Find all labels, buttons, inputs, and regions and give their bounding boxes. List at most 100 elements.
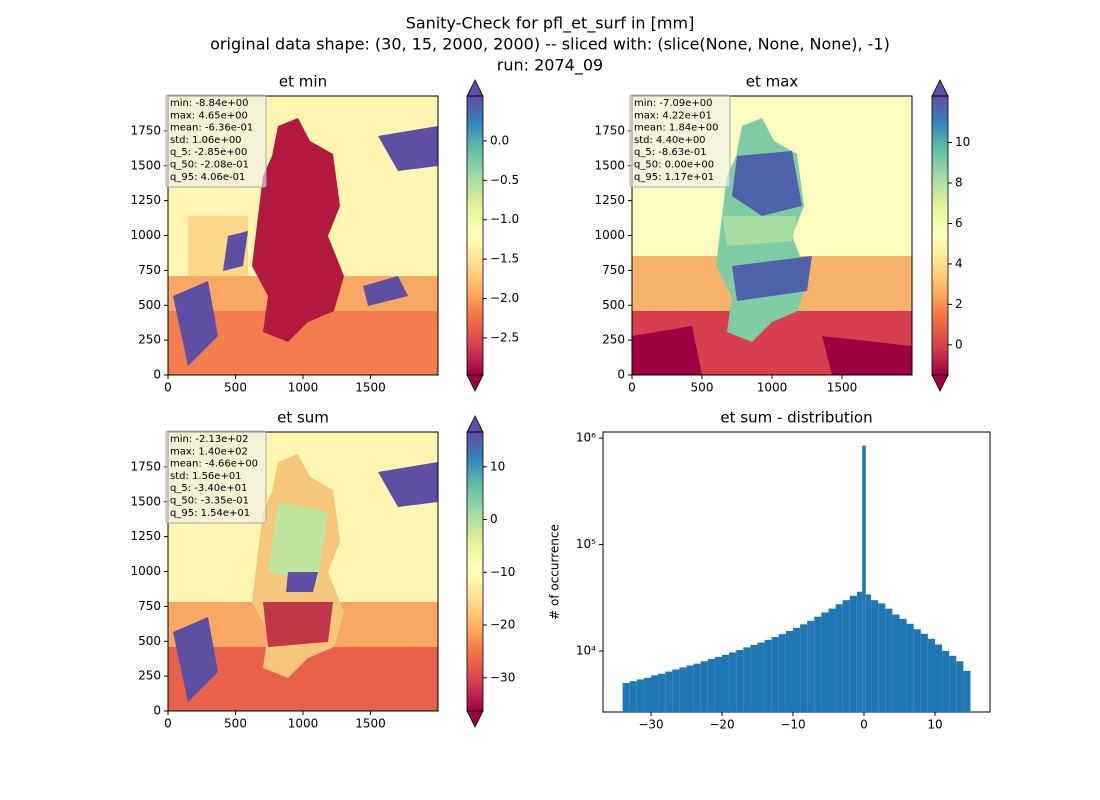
colorbar-extend <box>466 374 484 392</box>
stats-text: max: 4.22e+01 <box>634 110 712 121</box>
y-tick-label: 750 <box>138 599 161 613</box>
stats-text: min: -7.09e+00 <box>634 98 713 109</box>
x-tick-label: 500 <box>224 381 247 395</box>
histogram-bar <box>792 627 801 712</box>
y-tick-label: 0 <box>153 368 161 382</box>
histogram-bar <box>828 608 836 712</box>
histogram-bar <box>729 652 737 712</box>
histogram-bar <box>892 614 900 712</box>
colorbar-tick-label: −1.0 <box>490 212 519 226</box>
x-tick-label: 500 <box>224 717 247 731</box>
y-tick-label: 10⁴ <box>576 643 596 657</box>
colorbar-tick-label: −2.5 <box>490 330 519 344</box>
y-axis-label: # of occurrence <box>548 524 562 620</box>
colorbar-extend <box>466 710 484 728</box>
y-tick-label: 500 <box>602 298 625 312</box>
stats-text: q_95: 1.54e+01 <box>170 508 250 519</box>
histogram-bar <box>856 591 863 712</box>
y-tick-label: 1000 <box>130 228 161 242</box>
histogram-bar <box>920 633 928 712</box>
colorbar-tick-label: 2 <box>955 297 963 311</box>
colorbar-tick-label: 8 <box>955 175 963 189</box>
histogram-bar <box>665 671 673 712</box>
colorbar-extend <box>931 374 949 392</box>
histogram-bar <box>672 669 680 712</box>
colorbar-tick-label: −20 <box>490 618 515 632</box>
histogram-bar <box>700 661 708 712</box>
colorbar-tick-label: 6 <box>955 216 963 230</box>
histogram-bar <box>862 445 866 712</box>
axes-title: et min <box>279 73 327 91</box>
figure-title: original data shape: (30, 15, 2000, 2000… <box>210 35 890 54</box>
y-tick-label: 1500 <box>130 494 161 508</box>
stats-text: q_95: 4.06e-01 <box>170 172 245 183</box>
x-tick-label: 1500 <box>827 381 858 395</box>
colorbar-extend <box>931 79 949 97</box>
colorbar-tick-label: −30 <box>490 670 515 684</box>
y-tick-label: 1000 <box>594 228 625 242</box>
histogram-bar <box>707 659 715 712</box>
y-tick-label: 10⁶ <box>576 431 596 445</box>
map-image <box>168 96 438 375</box>
histogram-bar <box>785 630 793 712</box>
histogram-bar <box>963 670 971 712</box>
colorbar-tick-label: 10 <box>955 135 970 149</box>
figure-title: run: 2074_09 <box>497 56 603 76</box>
histogram-bar <box>622 682 630 712</box>
histogram-bar <box>949 655 957 712</box>
axes-title: et sum <box>277 409 329 427</box>
colorbar-tick-label: 0.0 <box>490 133 509 147</box>
stats-text: min: -2.13e+02 <box>170 434 249 445</box>
colorbar <box>932 96 948 375</box>
histogram-bar <box>721 654 730 712</box>
histogram-bar <box>743 647 751 712</box>
map-image <box>168 432 438 711</box>
x-tick-label: 500 <box>691 381 714 395</box>
y-tick-label: 750 <box>602 263 625 277</box>
axes-title: et sum - distribution <box>720 409 872 427</box>
y-tick-label: 1500 <box>130 158 161 172</box>
histogram-bar <box>679 667 687 712</box>
colorbar-tick-label: −10 <box>490 565 515 579</box>
stats-text: min: -8.84e+00 <box>170 98 249 109</box>
colorbar-tick-label: 0 <box>955 337 963 351</box>
x-tick-label: 1000 <box>757 381 788 395</box>
histogram-bar <box>849 595 857 712</box>
y-tick-label: 1250 <box>594 193 625 207</box>
y-tick-label: 0 <box>617 368 625 382</box>
histogram-bar <box>814 616 822 712</box>
colorbar-frame <box>931 95 949 376</box>
x-tick-label: −30 <box>638 718 663 732</box>
colorbar-tick-label: −0.5 <box>490 173 519 187</box>
colorbar-extend <box>466 79 484 97</box>
x-tick-label: 0 <box>164 381 172 395</box>
histogram-bar <box>821 612 829 712</box>
stats-text: q_95: 1.17e+01 <box>634 172 714 183</box>
axes-title: et max <box>746 73 799 91</box>
histogram-bar <box>643 677 651 712</box>
stats-text: mean: -6.36e-01 <box>170 123 253 134</box>
histogram-bar <box>686 665 694 712</box>
histogram-bar <box>778 634 786 712</box>
colorbar-tick-label: 0 <box>490 512 498 526</box>
stats-text: q_50: -2.08e-01 <box>170 160 249 171</box>
histogram-bar <box>693 663 701 712</box>
histogram-bar <box>771 637 779 712</box>
y-tick-label: 1500 <box>594 158 625 172</box>
histogram-bar <box>885 608 893 712</box>
colorbar <box>467 432 483 711</box>
histogram-bar <box>650 675 659 712</box>
y-tick-label: 250 <box>138 669 161 683</box>
histogram-bar <box>913 629 921 712</box>
histogram-bar <box>658 673 666 712</box>
histogram-bar <box>629 681 637 712</box>
stats-text: std: 1.06e+00 <box>170 135 242 146</box>
colorbar-tick-label: 4 <box>955 256 963 270</box>
colorbar-frame <box>466 431 484 712</box>
colorbar-tick-label: −2.0 <box>490 291 519 305</box>
stats-text: q_50: 0.00e+00 <box>634 160 714 171</box>
histogram-bar <box>764 639 772 712</box>
x-tick-label: 1000 <box>288 381 319 395</box>
histogram-bar <box>835 604 843 712</box>
colorbar-frame <box>466 95 484 376</box>
